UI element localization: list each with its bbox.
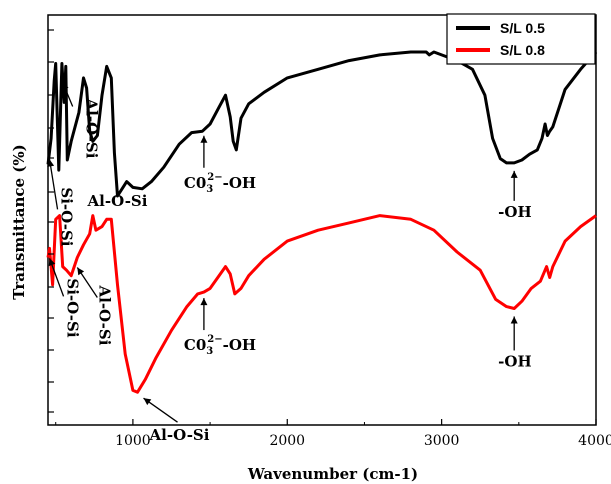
annotation-layer: Si-O-Si Al-O-Si Al-O-Si -OH Si-O-Si Al-O-Si Al… xyxy=(47,82,532,444)
annotation-arrow xyxy=(200,135,208,168)
annotation-arrow xyxy=(47,159,59,210)
annotation-label: Al-O-Si xyxy=(87,192,148,210)
annotation-label: -OH xyxy=(498,203,531,221)
annotation-arrow xyxy=(62,82,74,107)
annotation-label: Al-O-Si xyxy=(83,97,101,158)
annotation-arrow xyxy=(48,258,65,297)
annotation-arrow xyxy=(200,298,208,331)
x-tick-label: 3000 xyxy=(424,433,460,449)
legend-label: S/L 0.5 xyxy=(500,20,545,36)
series-line-sl-0-5 xyxy=(46,50,598,198)
annotation-arrow xyxy=(510,316,518,351)
annotation-arrow xyxy=(76,267,98,298)
carbonate-annotation: C032−-OH xyxy=(184,172,256,195)
x-tick-label: 2000 xyxy=(269,433,305,449)
carbonate-annotation: C032−-OH xyxy=(184,334,256,357)
y-axis-title: Transmittance (%) xyxy=(10,144,28,299)
legend: S/L 0.5 S/L 0.8 xyxy=(446,13,596,65)
annotation-arrow xyxy=(510,170,518,201)
x-tick-label: 1000 xyxy=(115,433,151,449)
ticks-layer: 1000 2000 3000 4000 xyxy=(48,29,611,449)
series-layer xyxy=(46,50,598,394)
series-line-sl-0-8 xyxy=(46,214,597,394)
annotation-label: -OH xyxy=(498,352,531,370)
plot-border xyxy=(47,14,597,426)
annotation-arrow xyxy=(143,397,178,423)
annotation-label: Si-O-Si xyxy=(58,187,76,246)
plot-frame xyxy=(47,14,597,426)
x-axis-title: Wavenumber (cm-1) xyxy=(247,465,418,483)
legend-box xyxy=(446,13,596,65)
annotation-label: Si-O-Si xyxy=(64,278,82,337)
annotation-label: Al-O-Si xyxy=(95,285,113,346)
annotation-label: Al-O-Si xyxy=(149,426,210,444)
x-tick-label: 4000 xyxy=(578,433,611,449)
legend-label: S/L 0.8 xyxy=(500,42,545,58)
